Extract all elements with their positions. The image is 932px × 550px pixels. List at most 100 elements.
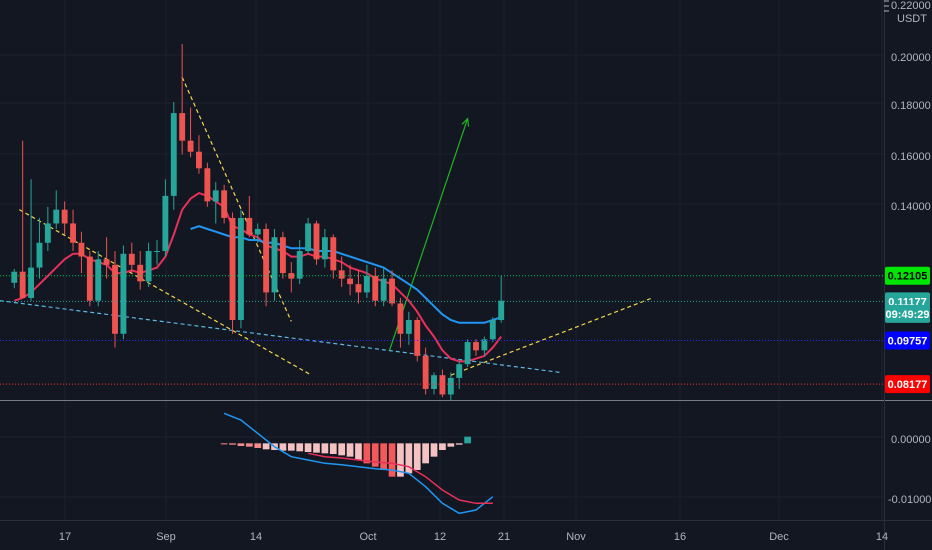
candle-body[interactable] — [481, 339, 488, 351]
candle-body[interactable] — [103, 259, 110, 265]
histogram-bar — [321, 443, 329, 454]
candle-body[interactable] — [61, 209, 68, 224]
x-tick-label: Nov — [566, 531, 586, 543]
histogram-bar — [304, 443, 312, 452]
candle-body[interactable] — [212, 190, 219, 202]
candle-body[interactable] — [489, 320, 496, 340]
candle-body[interactable] — [447, 377, 454, 395]
candle-body[interactable] — [187, 140, 194, 152]
candle-body[interactable] — [221, 190, 228, 218]
histogram-bar — [363, 443, 371, 464]
candle-body[interactable] — [154, 251, 160, 253]
candle-body[interactable] — [355, 284, 362, 293]
candle-body[interactable] — [380, 278, 387, 301]
histogram-bar — [245, 443, 253, 447]
candle-body[interactable] — [162, 195, 169, 252]
histogram-bar — [329, 443, 337, 454]
candle-body[interactable] — [397, 303, 404, 334]
trend-line — [450, 297, 653, 376]
price-tag: 0.12105 — [885, 266, 930, 285]
x-tick-label: 14 — [250, 531, 262, 543]
y-tick-label: 0.18000 — [891, 100, 931, 112]
histogram-bar — [388, 443, 396, 477]
candle-body[interactable] — [86, 256, 93, 301]
x-tick-label: Sep — [156, 531, 176, 543]
candle-body[interactable] — [347, 278, 354, 285]
time-axis[interactable]: 17 Sep 14 Oct 12 21 Nov 16 Dec 14 — [59, 531, 888, 543]
candle-body[interactable] — [238, 217, 244, 320]
candle-body[interactable] — [44, 223, 51, 243]
candle-body[interactable] — [112, 264, 118, 334]
candle-body[interactable] — [53, 209, 60, 224]
candle-body[interactable] — [313, 223, 320, 260]
candle-body[interactable] — [456, 364, 463, 378]
candle-body[interactable] — [204, 168, 211, 202]
candle-body[interactable] — [431, 375, 437, 389]
price-tag-background — [885, 375, 930, 394]
candle-body[interactable] — [246, 217, 253, 235]
candle-body[interactable] — [439, 375, 446, 395]
candle-body[interactable] — [70, 223, 76, 243]
candle-body[interactable] — [473, 342, 479, 351]
candle-body[interactable] — [296, 251, 303, 279]
candle-body[interactable] — [229, 217, 236, 320]
candle-body[interactable] — [422, 355, 429, 389]
candle-body[interactable] — [279, 237, 286, 274]
candle-body[interactable] — [95, 259, 102, 301]
candle-body[interactable] — [405, 320, 412, 334]
price-tag-label: 09:49:29 — [885, 309, 929, 321]
histogram-bar — [254, 443, 262, 448]
histogram-bar — [455, 443, 463, 445]
histogram-bar — [346, 443, 354, 457]
price-lines — [0, 275, 884, 385]
histogram-bar — [355, 443, 362, 460]
price-tag-label: 0.08177 — [888, 379, 928, 391]
candle-body[interactable] — [263, 228, 270, 293]
candle-body[interactable] — [170, 113, 177, 196]
candle-body[interactable] — [137, 264, 144, 282]
candle-body[interactable] — [179, 113, 186, 141]
candle-body[interactable] — [28, 267, 34, 298]
oscillator-line — [307, 452, 493, 505]
price-axis[interactable]: 0.22000 USDT 0.20000 0.18000 0.16000 0.1… — [888, 0, 931, 506]
candle-body[interactable] — [363, 275, 370, 293]
candle-body[interactable] — [271, 237, 278, 293]
candle-body[interactable] — [78, 242, 85, 257]
candle-body[interactable] — [389, 278, 395, 304]
candle-body[interactable] — [498, 300, 505, 320]
candle-body[interactable] — [145, 251, 152, 282]
price-tag-label: 0.12105 — [888, 271, 928, 283]
oscillator-pane[interactable] — [220, 412, 494, 515]
histogram-bar — [296, 443, 304, 452]
histogram-bar — [220, 443, 228, 445]
price-tag: 0.08177 — [885, 375, 930, 394]
candle-body[interactable] — [11, 271, 18, 283]
price-tag: 0.09757 — [885, 331, 930, 350]
candle-body[interactable] — [128, 253, 135, 265]
price-tag-background — [885, 304, 930, 323]
histogram-bar — [464, 436, 471, 444]
x-tick-label: 16 — [674, 531, 686, 543]
candle-body[interactable] — [254, 228, 261, 235]
candle-body[interactable] — [305, 223, 312, 252]
histogram-bar — [430, 443, 438, 457]
candle-body[interactable] — [321, 237, 328, 260]
x-tick-label: 12 — [434, 531, 446, 543]
currency-label: USDT — [897, 13, 927, 25]
candle-body[interactable] — [464, 342, 471, 365]
oscillator-line — [223, 412, 494, 515]
candle-body[interactable] — [36, 242, 43, 268]
y-tick-label: 0.00000 — [891, 434, 931, 446]
candle-body[interactable] — [19, 271, 26, 298]
histogram-bar — [262, 443, 270, 450]
candle-body[interactable] — [120, 253, 127, 334]
candles[interactable] — [11, 44, 505, 400]
candle-body[interactable] — [338, 270, 345, 279]
candle-body[interactable] — [372, 275, 379, 301]
x-tick-label: Oct — [359, 531, 376, 543]
candle-body[interactable] — [330, 237, 337, 271]
candle-body[interactable] — [196, 151, 202, 169]
candle-body[interactable] — [414, 320, 421, 356]
